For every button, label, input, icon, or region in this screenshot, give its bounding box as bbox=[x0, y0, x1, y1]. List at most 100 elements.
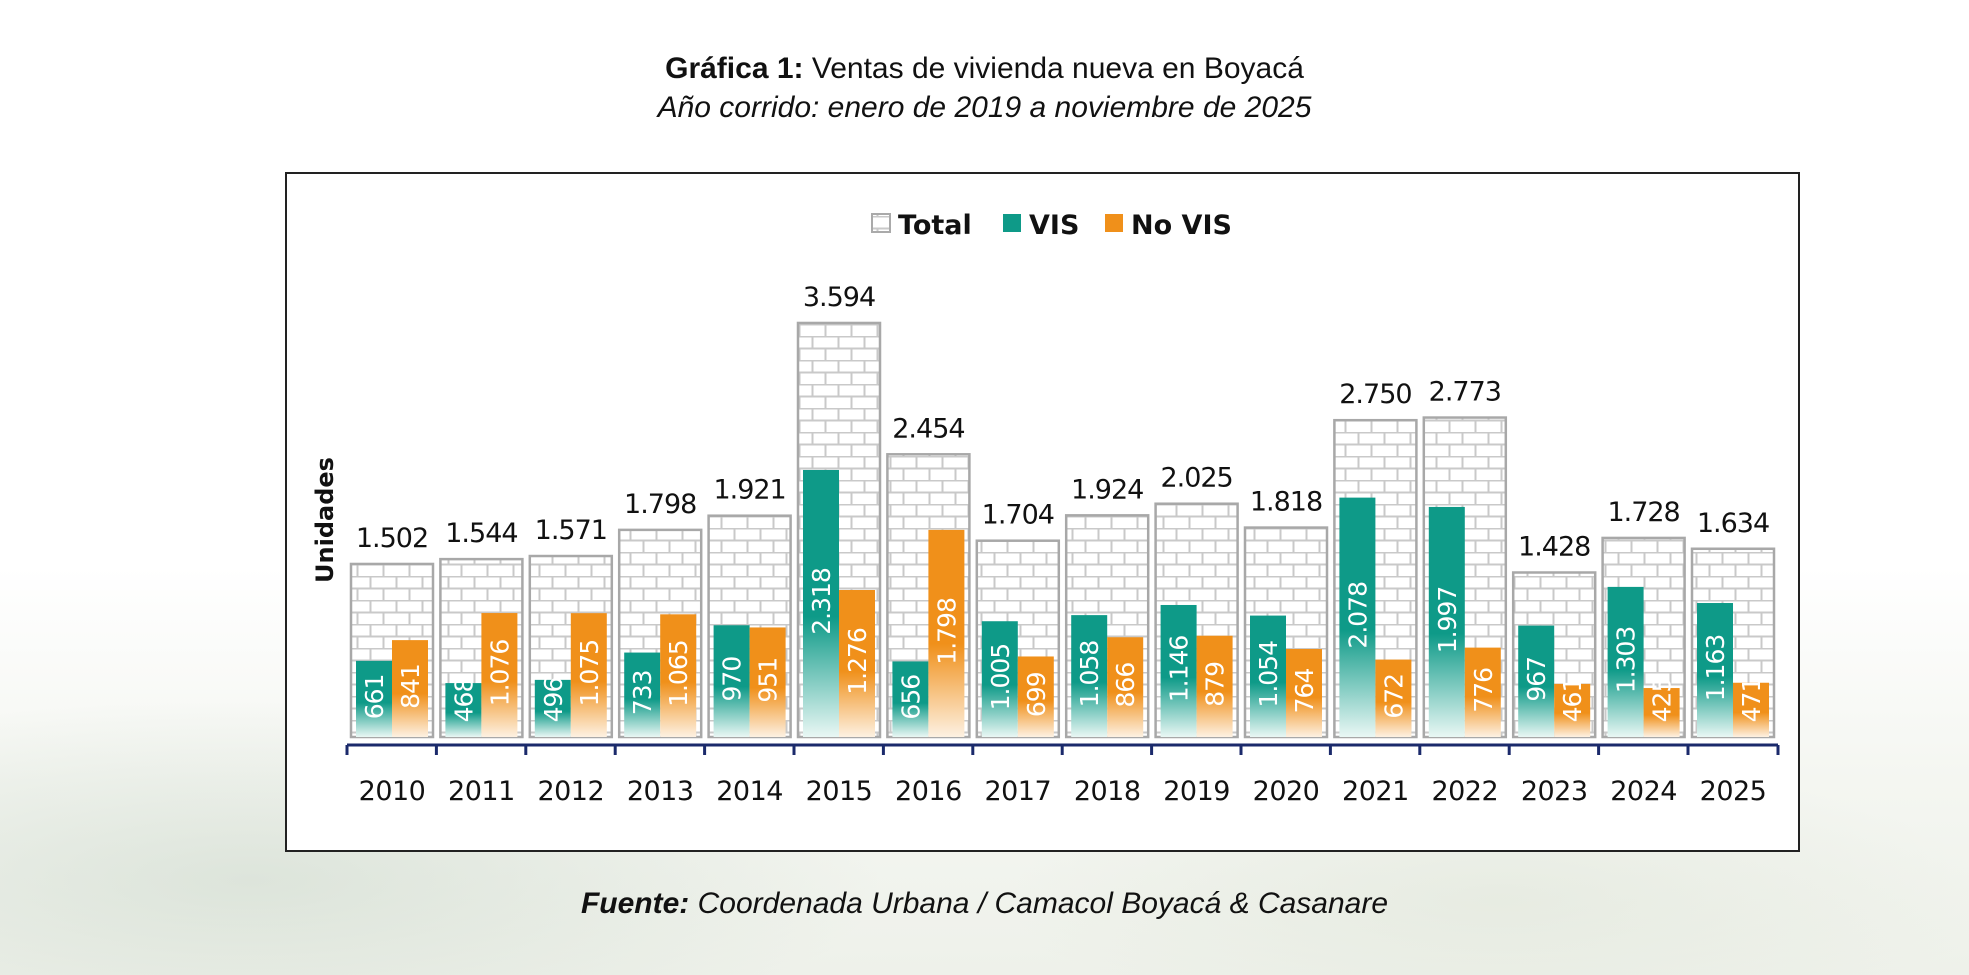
legend: Total VIS No VIS bbox=[871, 210, 1232, 241]
x-axis-tick-labels: 2010 2011 2012 2013 2014 2015 2016 2017 2018 2019… bbox=[359, 776, 1767, 807]
data-label-total: 1.924 bbox=[1071, 474, 1143, 505]
x-tick-label: 2021 bbox=[1342, 776, 1409, 807]
data-label-total: 1.571 bbox=[535, 515, 607, 546]
data-label-total: 2.454 bbox=[892, 413, 964, 444]
x-tick-label: 2015 bbox=[806, 776, 873, 807]
x-tick-label: 2010 bbox=[359, 776, 426, 807]
legend-label-vis: VIS bbox=[1029, 210, 1079, 241]
data-label-no-vis: 1.276 bbox=[843, 628, 872, 695]
bar-no-vis bbox=[839, 590, 875, 737]
data-label-vis: 967 bbox=[1522, 657, 1551, 702]
bar-group-2010: 1.502 661 841 bbox=[349, 523, 435, 739]
x-tick-label: 2011 bbox=[448, 776, 515, 807]
bar-no-vis bbox=[481, 613, 518, 737]
chart-title-text: Ventas de vivienda nueva en Boyacá bbox=[811, 52, 1304, 85]
data-label-total: 2.750 bbox=[1339, 379, 1411, 410]
chart-title: Gráfica 1: Ventas de vivienda nueva en B… bbox=[0, 52, 1969, 86]
x-tick-label: 2018 bbox=[1074, 776, 1141, 807]
bar-vis bbox=[356, 660, 392, 737]
legend-swatch-total bbox=[871, 213, 891, 233]
bar-vis bbox=[624, 652, 661, 737]
bars-layer: 1.502 661 841 1.544 468 1.076 1.571 496 1.075 1.7… bbox=[349, 282, 1776, 739]
x-tick-label: 2024 bbox=[1610, 776, 1677, 807]
bar-group-2020: 1.818 1.054 764 bbox=[1243, 487, 1329, 739]
bar-no-vis bbox=[1286, 648, 1322, 737]
bar-group-2013: 1.798 733 1.065 bbox=[617, 489, 703, 739]
data-label-total: 1.798 bbox=[624, 489, 696, 520]
bar-vis bbox=[803, 469, 839, 737]
bar-no-vis bbox=[1017, 656, 1054, 737]
x-tick-label: 2013 bbox=[627, 776, 694, 807]
bar-vis bbox=[713, 625, 750, 737]
data-label-vis: 1.163 bbox=[1701, 635, 1730, 702]
y-axis-label: Unidades bbox=[311, 457, 339, 583]
data-label-no-vis: 461 bbox=[1558, 678, 1587, 723]
legend-label-total: Total bbox=[898, 210, 972, 241]
bar-no-vis bbox=[1375, 659, 1412, 737]
bar-no-vis bbox=[1107, 637, 1144, 737]
data-label-total: 3.594 bbox=[803, 282, 875, 313]
data-label-total: 1.704 bbox=[982, 500, 1054, 531]
bar-group-2014: 1.921 970 951 bbox=[707, 475, 792, 739]
data-label-no-vis: 1.798 bbox=[932, 598, 961, 665]
bar-no-vis bbox=[660, 614, 697, 737]
data-label-no-vis: 471 bbox=[1737, 678, 1766, 723]
data-label-no-vis: 1.076 bbox=[485, 640, 514, 707]
bar-group-2019: 2.025 1.146 879 bbox=[1154, 463, 1239, 739]
bar-vis bbox=[892, 661, 929, 737]
bar-no-vis bbox=[928, 529, 965, 737]
bar-no-vis bbox=[749, 627, 786, 737]
bar-no-vis bbox=[392, 640, 428, 737]
bar-vis bbox=[1697, 603, 1733, 737]
bar-group-2017: 1.704 1.005 699 bbox=[975, 500, 1061, 739]
x-tick-label: 2019 bbox=[1163, 776, 1230, 807]
data-label-no-vis: 951 bbox=[754, 658, 783, 703]
bar-vis bbox=[445, 683, 482, 737]
data-label-vis: 970 bbox=[718, 657, 747, 702]
bar-vis bbox=[1071, 615, 1108, 737]
data-label-total: 1.544 bbox=[445, 518, 517, 549]
bar-group-2012: 1.571 496 1.075 bbox=[528, 515, 614, 739]
legend-item-no-vis: No VIS bbox=[1105, 210, 1232, 241]
data-label-vis: 661 bbox=[360, 675, 389, 720]
data-label-vis: 2.318 bbox=[807, 568, 836, 635]
data-label-no-vis: 776 bbox=[1469, 668, 1498, 713]
data-label-total: 1.921 bbox=[713, 475, 785, 506]
bar-no-vis bbox=[1643, 688, 1680, 737]
bar-vis bbox=[1339, 497, 1376, 737]
bar-no-vis bbox=[1464, 647, 1501, 737]
source-label: Fuente: bbox=[580, 887, 690, 920]
chart-title-label: Gráfica 1: bbox=[665, 52, 804, 85]
data-label-no-vis: 672 bbox=[1379, 674, 1408, 719]
bar-vis bbox=[1428, 506, 1465, 737]
data-label-no-vis: 1.075 bbox=[575, 640, 604, 707]
data-label-no-vis: 764 bbox=[1290, 669, 1319, 714]
x-tick-label: 2025 bbox=[1700, 776, 1767, 807]
data-label-total: 1.428 bbox=[1518, 531, 1590, 562]
bar-vis bbox=[981, 621, 1018, 737]
bar-group-2018: 1.924 1.058 866 bbox=[1064, 474, 1150, 739]
data-label-no-vis: 699 bbox=[1022, 672, 1051, 717]
data-label-vis: 2.078 bbox=[1343, 582, 1372, 649]
data-label-no-vis: 841 bbox=[396, 664, 425, 709]
chart-source: Fuente: Coordenada Urbana / Camacol Boya… bbox=[0, 887, 1969, 921]
x-tick-label: 2016 bbox=[895, 776, 962, 807]
data-label-no-vis: 879 bbox=[1201, 662, 1230, 707]
data-label-vis: 656 bbox=[896, 675, 925, 720]
legend-swatch-vis bbox=[1003, 214, 1021, 232]
bar-no-vis bbox=[570, 613, 607, 737]
chart-subtitle: Año corrido: enero de 2019 a noviembre d… bbox=[657, 91, 1312, 124]
data-label-vis: 733 bbox=[628, 670, 657, 715]
legend-item-vis: VIS bbox=[1003, 210, 1079, 241]
data-label-no-vis: 1.065 bbox=[664, 640, 693, 707]
bar-no-vis bbox=[1196, 635, 1233, 737]
legend-item-total: Total bbox=[871, 210, 972, 241]
data-label-total: 1.502 bbox=[356, 523, 428, 554]
data-label-vis: 1.303 bbox=[1612, 627, 1641, 694]
legend-swatch-no-vis bbox=[1105, 214, 1123, 232]
legend-label-no-vis: No VIS bbox=[1131, 210, 1232, 241]
